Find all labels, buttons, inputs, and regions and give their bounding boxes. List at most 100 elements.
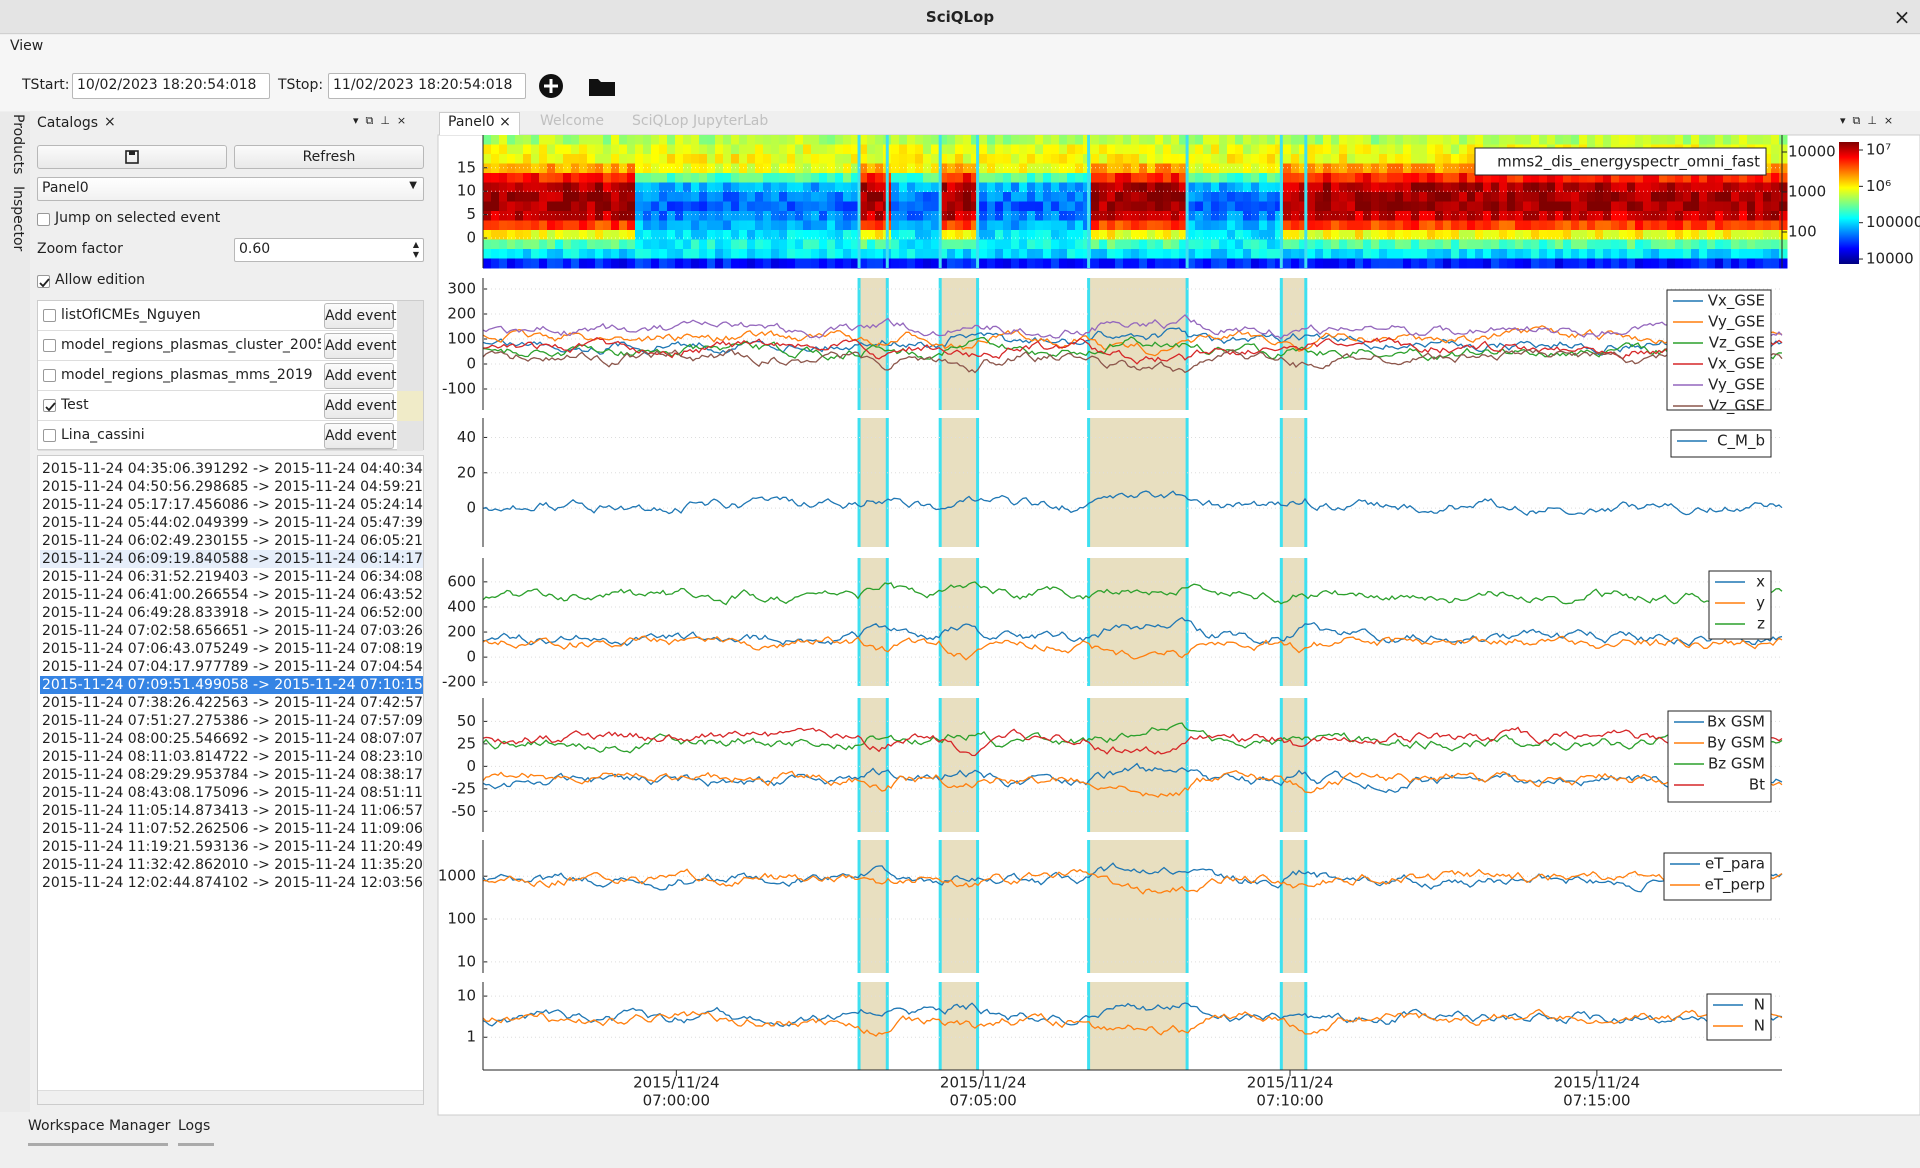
panel-dock-buttons[interactable]: ▾ ⧉ ⊥ ×: [1840, 114, 1894, 127]
spectrogram-cell: [971, 192, 980, 202]
event-row[interactable]: 2015-11-24 07:51:27.275386 -> 2015-11-24…: [42, 713, 424, 729]
bottom-tab[interactable]: Logs: [178, 1118, 214, 1146]
spectrogram-cell: [523, 192, 532, 202]
spectrogram-cell: [659, 230, 668, 240]
event-row[interactable]: 2015-11-24 11:05:14.873413 -> 2015-11-24…: [42, 803, 424, 819]
tstart-input[interactable]: 10/02/2023 18:20:54:018: [72, 73, 270, 99]
spectrogram-cell: [1491, 220, 1500, 231]
event-row[interactable]: 2015-11-24 12:02:44.874102 -> 2015-11-24…: [42, 875, 424, 891]
add-event-button[interactable]: Add event: [324, 423, 396, 449]
event-row[interactable]: 2015-11-24 11:19:21.593136 -> 2015-11-24…: [42, 839, 423, 855]
tab[interactable]: Panel0 ×: [439, 112, 520, 135]
save-icon: [125, 150, 139, 164]
event-row[interactable]: 2015-11-24 05:44:02.049399 -> 2015-11-24…: [42, 515, 424, 531]
event-row[interactable]: 2015-11-24 08:43:08.175096 -> 2015-11-24…: [42, 785, 424, 801]
add-event-button[interactable]: Add event: [324, 303, 396, 329]
spectrogram-cell: [1611, 192, 1620, 202]
close-button[interactable]: ×: [1893, 5, 1911, 29]
spectrogram-cell: [859, 163, 868, 174]
side-tab[interactable]: Inspector: [10, 186, 26, 252]
catalog-checkbox[interactable]: [43, 369, 56, 382]
spectrogram-cell: [1347, 220, 1356, 231]
spectrogram-cell: [1739, 201, 1748, 212]
spectrogram-cell: [1427, 211, 1436, 221]
event-row[interactable]: 2015-11-24 11:32:42.862010 -> 2015-11-24…: [42, 857, 423, 873]
spectrogram-cell: [643, 220, 652, 231]
event-row[interactable]: 2015-11-24 06:31:52.219403 -> 2015-11-24…: [42, 569, 424, 585]
spectrogram-cell: [1059, 182, 1068, 193]
spectrogram-cell: [1363, 173, 1372, 183]
spectrogram-cell: [531, 239, 540, 250]
tab[interactable]: Welcome: [532, 112, 612, 135]
catalog-checkbox[interactable]: [43, 309, 56, 322]
spectrogram-cell: [1187, 163, 1196, 174]
catalog-checkbox[interactable]: [43, 399, 56, 412]
panel-combo[interactable]: Panel0 ▼: [37, 177, 424, 201]
spectrogram-cell: [803, 135, 812, 145]
zoom-spinbox[interactable]: 0.60 ▲ ▼: [234, 238, 424, 262]
dock-buttons[interactable]: ▾ ⧉ ⊥ ×: [353, 114, 407, 127]
event-row[interactable]: 2015-11-24 07:06:43.075249 -> 2015-11-24…: [42, 641, 424, 657]
spectrogram-cell: [1539, 192, 1548, 202]
event-row[interactable]: 2015-11-24 07:02:58.656651 -> 2015-11-24…: [42, 623, 424, 639]
scrollbar[interactable]: [38, 1090, 423, 1104]
spectrogram-cell: [707, 249, 716, 259]
save-button[interactable]: [37, 145, 227, 169]
spectrogram-cell: [1491, 249, 1500, 259]
spectrogram-cell: [1187, 230, 1196, 240]
spectrogram-cell: [1043, 220, 1052, 231]
bottom-tab[interactable]: Workspace Manager: [28, 1118, 170, 1146]
event-row[interactable]: 2015-11-24 06:02:49.230155 -> 2015-11-24…: [42, 533, 424, 549]
spectrogram-cell: [619, 154, 628, 164]
event-row[interactable]: 2015-11-24 07:38:26.422563 -> 2015-11-24…: [42, 695, 424, 711]
spectrogram-cell: [835, 201, 844, 212]
event-row[interactable]: 2015-11-24 06:41:00.266554 -> 2015-11-24…: [42, 587, 424, 603]
tab[interactable]: SciQLop JupyterLab: [624, 112, 776, 135]
spectrogram-cell: [1235, 201, 1244, 212]
catalog-checkbox[interactable]: [43, 339, 56, 352]
event-row[interactable]: 2015-11-24 06:49:28.833918 -> 2015-11-24…: [42, 605, 424, 621]
event-row[interactable]: 2015-11-24 04:35:06.391292 -> 2015-11-24…: [42, 461, 424, 477]
tab-close[interactable]: ×: [494, 114, 511, 130]
spectrogram-cell: [1355, 211, 1364, 221]
spectrogram-cell: [1443, 220, 1452, 231]
spectrogram-cell: [627, 135, 636, 145]
spectrogram-cell: [907, 249, 916, 259]
spectrogram-cell: [1659, 249, 1668, 259]
event-row[interactable]: 2015-11-24 08:00:25.546692 -> 2015-11-24…: [42, 731, 424, 747]
tab-label: Panel0: [448, 114, 495, 130]
refresh-button[interactable]: Refresh: [234, 145, 424, 169]
add-event-button[interactable]: Add event: [324, 333, 396, 359]
event-row[interactable]: 2015-11-24 04:50:56.298685 -> 2015-11-24…: [42, 479, 424, 495]
event-row[interactable]: 2015-11-24 06:09:19.840588 -> 2015-11-24…: [40, 550, 424, 568]
add-event-button[interactable]: Add event: [324, 393, 396, 419]
tstop-input[interactable]: 11/02/2023 18:20:54:018: [328, 73, 526, 99]
spectrogram-cell: [1499, 230, 1508, 240]
add-event-button[interactable]: Add event: [324, 363, 396, 389]
spectrogram-cell: [947, 182, 956, 193]
menu-view[interactable]: View: [10, 38, 44, 54]
spectrogram-cell: [1363, 230, 1372, 240]
event-row[interactable]: 2015-11-24 07:09:51.499058 -> 2015-11-24…: [40, 676, 424, 694]
spectrogram-cell: [1355, 154, 1364, 164]
dock-close[interactable]: ×: [104, 114, 116, 130]
catalog-checkbox[interactable]: [43, 429, 56, 442]
spectrogram-cell: [1363, 163, 1372, 174]
spectrogram-cell: [707, 182, 716, 193]
event-row[interactable]: 2015-11-24 07:04:17.977789 -> 2015-11-24…: [42, 659, 424, 675]
spectrogram-cell: [1683, 201, 1692, 212]
spectrogram-cell: [1179, 144, 1188, 155]
allow-edition-checkbox[interactable]: [37, 275, 50, 288]
spectrogram-cell: [499, 154, 508, 164]
event-row[interactable]: 2015-11-24 08:11:03.814722 -> 2015-11-24…: [42, 749, 423, 765]
add-panel-button[interactable]: [538, 73, 564, 99]
jump-checkbox[interactable]: [37, 213, 50, 226]
event-row[interactable]: 2015-11-24 05:17:17.456086 -> 2015-11-24…: [42, 497, 424, 513]
spectrogram-cell: [1051, 211, 1060, 221]
side-tab[interactable]: Products: [10, 114, 26, 175]
open-button[interactable]: [588, 75, 616, 97]
spectrogram-cell: [515, 154, 524, 164]
event-row[interactable]: 2015-11-24 08:29:29.953784 -> 2015-11-24…: [42, 767, 424, 783]
event-row[interactable]: 2015-11-24 11:07:52.262506 -> 2015-11-24…: [42, 821, 424, 837]
spectrogram-cell: [763, 144, 772, 155]
